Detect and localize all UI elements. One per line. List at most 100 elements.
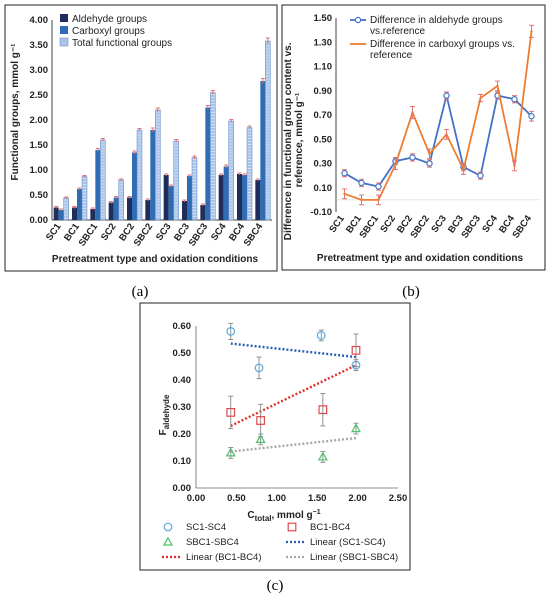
panel-b-y-tick-label: 0.30 (314, 159, 333, 170)
panel-c-point (225, 447, 236, 457)
panel-c-y-tick-label: 0.40 (173, 375, 192, 386)
panel-a-bar-carboxyl-groups (205, 107, 211, 220)
panel-b-point (375, 183, 382, 190)
panel-a-bar-carboxyl-groups (168, 186, 174, 220)
panel-c-frame (139, 302, 411, 571)
panel-b-legend: Difference in aldehyde groups vs.referenc… (350, 15, 515, 61)
panel-a-x-tick-label: SC4 (209, 221, 229, 243)
panel-b-point (443, 92, 450, 99)
panel-b-series-line (344, 94, 533, 188)
panel-c-x-tick-label: 0.00 (187, 493, 206, 504)
panel-a-bar-carboxyl-groups (242, 175, 247, 220)
panel-b-point (426, 160, 433, 167)
panel-b-series-line (344, 31, 533, 201)
panel-c-point (255, 433, 266, 443)
panel-a-bar-aldehyde-groups (182, 201, 187, 220)
panel-b-y-tick-label: 0.70 (314, 110, 333, 121)
panel-c-y-tick-label: 0.30 (173, 402, 192, 413)
panel-b-legend-label: Difference in aldehyde groups vs.referenc… (370, 15, 503, 37)
panel-a-bar-total-functional-groups (173, 140, 179, 221)
panel-a-bar-total-functional-groups (210, 92, 216, 221)
panel-a-legend-swatch (60, 14, 68, 22)
panel-a-bar-carboxyl-groups (223, 166, 229, 220)
panel-b-legend-marker (354, 16, 362, 24)
panel-c-scatter-chart: Faldehyde Ctotal, mmol g−1 0.00 0.10 0.20 0… (139, 302, 411, 571)
panel-a-y-tick-label: 1.00 (30, 165, 49, 176)
panel-c-trendline (230, 342, 357, 359)
panel-c-x-tick-label: 0.50 (227, 493, 246, 504)
panel-a-bar-carboxyl-groups (95, 150, 101, 220)
panel-b-caption: (b) (402, 284, 420, 300)
panel-a-y-tick-label: 0.50 (30, 190, 49, 201)
panel-b-y-tick-label: 0.10 (314, 183, 333, 194)
panel-c-legend-label: SC1-SC4 (186, 522, 226, 533)
panel-b-point (343, 192, 346, 196)
panel-b-point (377, 198, 380, 202)
panel-a-y-tick-label: 2.00 (30, 115, 49, 126)
panel-a-legend-label: Total functional groups (72, 38, 172, 49)
panel-b-point (411, 111, 414, 114)
panel-b-x-tick-label: SBC4 (510, 213, 534, 241)
panel-c-y-tick-label: 0.00 (173, 483, 192, 494)
panel-c-point (318, 405, 328, 415)
panel-c-y-axis-label-main: F (158, 429, 169, 435)
panel-c-y-tick-label: 0.60 (173, 321, 192, 332)
panel-b-point (358, 179, 365, 187)
panel-c-legend-label: SBC1-SBC4 (186, 537, 239, 548)
panel-c-legend-label: Linear (SBC1-SBC4) (310, 552, 398, 563)
panel-b-point (513, 164, 516, 168)
panel-b-x-axis-label: Pretreatment type and oxidation conditio… (317, 253, 524, 264)
panel-a-legend-swatch (60, 26, 68, 34)
panel-c-legend-label: BC1-BC4 (310, 522, 350, 533)
panel-b-legend-label-line: reference (370, 50, 413, 61)
panel-b-x-tick-label: SBC2 (408, 213, 432, 240)
panel-a-x-axis-label: Pretreatment type and oxidation conditio… (52, 254, 259, 265)
panel-b-x-tick-label: SC4 (480, 213, 500, 235)
panel-a-bar-aldehyde-groups (145, 200, 151, 220)
panel-b-point (477, 172, 484, 179)
panel-c-legend: SC1-SC4 BC1-BC4 SBC1-SBC4 Linear (SC1-SC4) L… (162, 522, 398, 563)
panel-c-point (254, 363, 264, 373)
panel-a-bar-carboxyl-groups (113, 197, 119, 220)
panel-a-x-tick-label: SBC2 (132, 221, 156, 248)
panel-b-y-tick-label: 0.90 (314, 86, 333, 97)
panel-c-x-axis-label-sub: total (255, 514, 272, 523)
panel-a-bar-aldehyde-groups (200, 205, 206, 220)
panel-b-point (496, 84, 499, 88)
panel-a-frame (4, 4, 278, 272)
panel-b-point (462, 168, 465, 171)
panel-a-legend-swatch (59, 37, 69, 47)
panel-c-x-tick-label: 2.50 (389, 493, 408, 504)
panel-a-legend-label: Carboxyl groups (72, 26, 145, 37)
panel-c-trendline (230, 436, 357, 453)
panel-c-x-tick-label: 1.00 (268, 493, 287, 504)
panel-b-y-tick-label: 1.50 (314, 13, 333, 24)
panel-a-y-axis-label: Functional groups, mmol g⁻¹ (10, 43, 21, 181)
panel-c-point (316, 331, 326, 340)
panel-c-point (351, 345, 361, 355)
panel-b-point (409, 154, 416, 161)
panel-c-point (350, 423, 362, 433)
panel-a-y-tick-label: 4.00 (30, 15, 49, 26)
panel-b-point (530, 30, 533, 33)
panel-b-point (360, 198, 363, 202)
panel-b-point (479, 96, 482, 100)
panel-a-bar-aldehyde-groups (90, 209, 96, 220)
panel-c-x-axis-label-main: C (247, 510, 254, 521)
panel-a-caption: (a) (132, 284, 149, 300)
panel-a-y-tick-label: 3.00 (30, 65, 49, 76)
panel-a-bar-aldehyde-groups (72, 207, 77, 220)
panel-b-legend-label-line: Difference in carboxyl groups vs. (370, 39, 515, 50)
panel-c-point (226, 408, 236, 417)
panel-a-x-tick-label: SBC1 (77, 221, 101, 249)
panel-b-y-tick-label: 0.50 (314, 134, 333, 145)
panel-a-y-tick-label: 3.50 (30, 40, 49, 51)
panel-b-point (341, 169, 348, 177)
panel-c-trendline (230, 364, 357, 427)
panel-c-legend-label: Linear (SC1-SC4) (310, 537, 386, 548)
panel-a-x-tick-label: SC2 (99, 221, 119, 242)
panel-a-bar-aldehyde-groups (255, 180, 261, 220)
panel-a-bar-aldehyde-groups (163, 175, 169, 220)
panel-c-x-axis-label-unit: , mmol g (272, 510, 313, 521)
